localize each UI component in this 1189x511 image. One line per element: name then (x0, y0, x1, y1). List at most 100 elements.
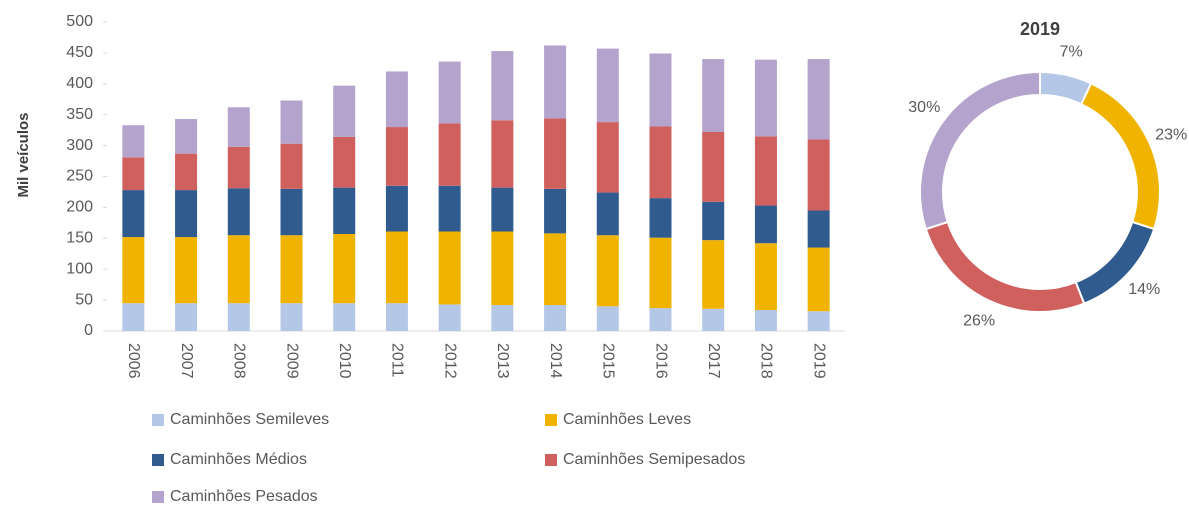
data-label: 14% (1128, 281, 1160, 298)
bar-segment (333, 136, 356, 188)
y-tick-label: 250 (66, 168, 93, 185)
y-tick-label: 300 (66, 137, 93, 154)
bar-segment (438, 61, 461, 124)
bar-segment (649, 237, 672, 309)
x-tick-label: 2017 (705, 343, 722, 379)
bar-segment (385, 71, 408, 128)
data-label: 7% (1060, 44, 1083, 61)
x-tick-label: 2014 (547, 343, 564, 379)
legend-swatch (545, 454, 557, 466)
bar-segment (175, 153, 198, 191)
bar-segment (175, 303, 198, 331)
bar-segment (122, 303, 145, 331)
bar-segment (807, 210, 830, 248)
bar-segment (702, 240, 725, 309)
bar-segment (596, 122, 619, 193)
bar-segment (175, 237, 198, 304)
y-tick-label: 0 (84, 322, 93, 339)
bar-segment (807, 247, 830, 312)
y-tick-label: 500 (66, 13, 93, 30)
y-axis-label: Mil veículos (15, 112, 32, 197)
legend-swatch (152, 454, 164, 466)
data-label: 26% (963, 313, 995, 330)
y-tick-label: 200 (66, 199, 93, 216)
donut-slice (924, 220, 1086, 313)
bar-segment (333, 85, 356, 137)
bar-segment (702, 308, 725, 331)
bar-segment (333, 187, 356, 234)
bar-segment (491, 120, 514, 188)
bar-segment (754, 205, 777, 244)
bar-segment (385, 127, 408, 186)
y-tick-label: 350 (66, 106, 93, 123)
bar-segment (122, 190, 145, 238)
x-tick-label: 2016 (652, 343, 669, 379)
bar-segment (754, 309, 777, 331)
donut-title: 2019 (1020, 19, 1060, 39)
bar-segment (649, 53, 672, 127)
bar-segment (175, 119, 198, 154)
bar-segment (227, 107, 250, 147)
bar-segment (544, 118, 567, 189)
y-tick-label: 150 (66, 230, 93, 247)
bar-segment (385, 185, 408, 232)
bar-segment (702, 132, 725, 202)
bar-segment (227, 235, 250, 304)
bar-segment (754, 59, 777, 137)
bar-segment (280, 303, 303, 331)
bar-segment (596, 48, 619, 123)
bar-segment (491, 305, 514, 331)
y-tick-label: 450 (66, 44, 93, 61)
bar-segment (438, 304, 461, 331)
bar-segment (649, 198, 672, 238)
legend-label: Caminhões Pesados (170, 488, 318, 505)
bar-segment (596, 235, 619, 307)
bar-segment (807, 311, 830, 331)
legend-label: Caminhões Médios (170, 451, 307, 468)
bar-segment (491, 187, 514, 232)
data-label: 23% (1155, 126, 1187, 143)
bar-segment (807, 139, 830, 211)
bar-segment (438, 185, 461, 232)
bar-segment (544, 233, 567, 306)
x-tick-label: 2010 (336, 343, 353, 379)
bar-segment (544, 188, 567, 234)
bar-segment (596, 306, 619, 331)
bar-segment (702, 59, 725, 133)
bar-segment (122, 157, 145, 191)
legend-label: Caminhões Semipesados (563, 451, 745, 468)
bar-segment (491, 51, 514, 121)
bar-segment (385, 231, 408, 304)
legend-swatch (545, 414, 557, 426)
bar-segment (754, 136, 777, 206)
bar-segment (754, 243, 777, 310)
x-tick-label: 2019 (810, 343, 827, 379)
bar-segment (122, 125, 145, 158)
y-tick-label: 100 (66, 260, 93, 277)
bar-segment (333, 303, 356, 331)
legend-swatch (152, 491, 164, 503)
bar-segment (333, 233, 356, 304)
bar-segment (702, 201, 725, 241)
x-tick-label: 2009 (283, 343, 300, 379)
bar-segment (491, 231, 514, 306)
bar-segment (122, 237, 145, 304)
x-tick-label: 2008 (231, 343, 248, 379)
bar-segment (438, 231, 461, 305)
x-tick-label: 2006 (125, 343, 142, 379)
y-tick-label: 400 (66, 75, 93, 92)
data-label: 30% (908, 99, 940, 116)
x-tick-label: 2013 (494, 343, 511, 379)
bar-segment (227, 146, 250, 189)
legend-label: Caminhões Leves (563, 411, 691, 428)
donut-slice (919, 70, 1041, 231)
bar-segment (438, 123, 461, 186)
bar-segment (596, 192, 619, 236)
x-tick-label: 2011 (389, 343, 406, 378)
bar-segment (280, 188, 303, 236)
legend-label: Caminhões Semileves (170, 411, 329, 428)
bar-segment (544, 45, 567, 119)
y-tick-label: 50 (75, 291, 93, 308)
donut-slice (1079, 82, 1161, 231)
